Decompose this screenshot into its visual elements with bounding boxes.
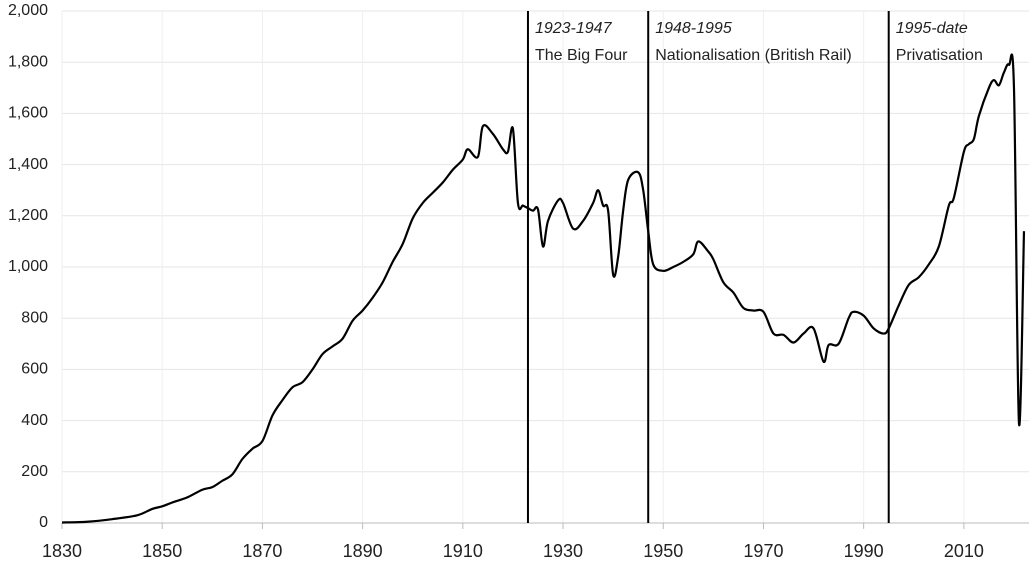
y-tick-label: 2,000 — [8, 2, 48, 19]
x-tick-label: 1930 — [543, 541, 583, 561]
y-tick-label: 1,800 — [8, 53, 48, 70]
data-line — [61, 53, 1026, 524]
x-tick-label: 1890 — [343, 541, 383, 561]
period-name: Nationalisation (British Rail) — [655, 47, 852, 64]
y-tick-label: 600 — [21, 361, 48, 378]
period-years: 1923-1947 — [535, 20, 613, 37]
period-years: 1948-1995 — [655, 20, 732, 37]
x-tick-label: 2010 — [944, 541, 984, 561]
x-tick-label: 1850 — [142, 541, 182, 561]
x-tick-label: 1910 — [443, 541, 483, 561]
period-name: The Big Four — [535, 47, 628, 64]
y-tick-label: 400 — [21, 412, 48, 429]
x-tick-label: 1950 — [643, 541, 683, 561]
y-tick-label: 200 — [21, 463, 48, 480]
y-tick-label: 0 — [39, 514, 48, 531]
y-tick-label: 1,400 — [8, 156, 48, 173]
y-tick-label: 1,200 — [8, 207, 48, 224]
y-tick-label: 1,600 — [8, 105, 48, 122]
x-tick-label: 1970 — [743, 541, 783, 561]
period-years: 1995-date — [896, 20, 968, 37]
period-name: Privatisation — [896, 47, 983, 64]
x-tick-label: 1990 — [844, 541, 884, 561]
x-tick-label: 1870 — [242, 541, 282, 561]
y-tick-label: 800 — [21, 309, 48, 326]
y-tick-label: 1,000 — [8, 258, 48, 275]
x-tick-label: 1830 — [42, 541, 82, 561]
